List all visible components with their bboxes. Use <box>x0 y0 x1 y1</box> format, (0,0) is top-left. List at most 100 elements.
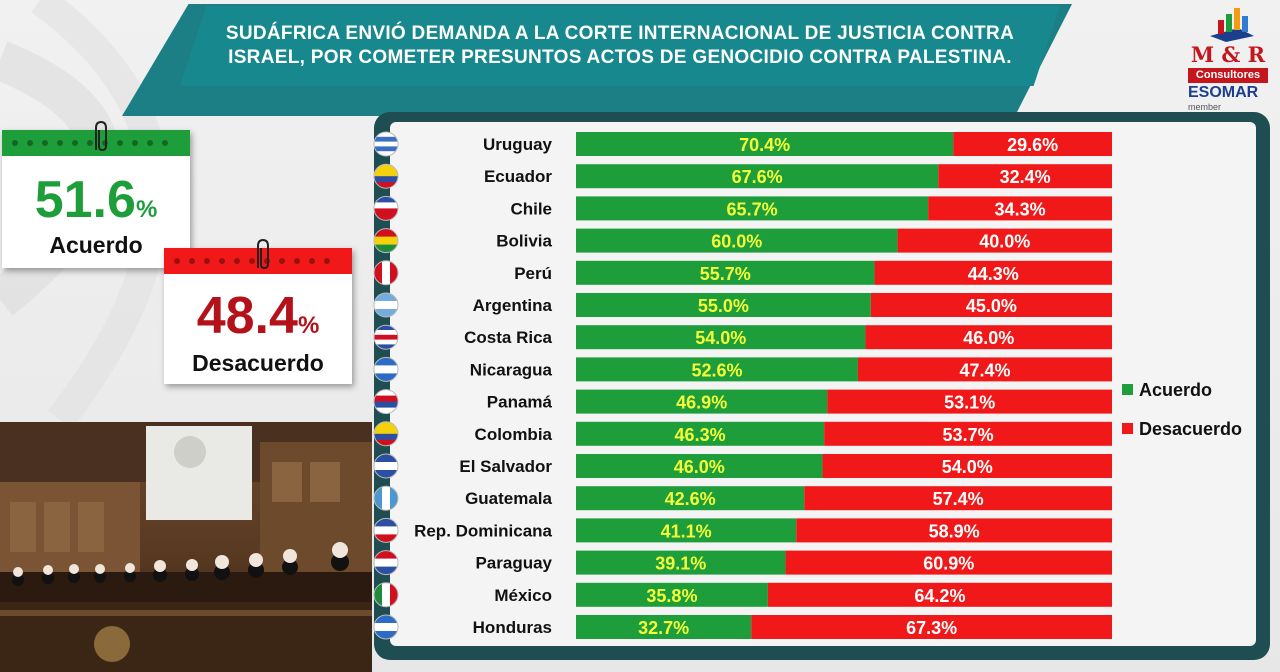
data-label-acuerdo: 35.8% <box>646 586 697 606</box>
data-label-acuerdo: 60.0% <box>711 232 762 252</box>
data-label-acuerdo: 39.1% <box>655 554 706 574</box>
data-label-acuerdo: 55.7% <box>700 264 751 284</box>
country-label: México <box>494 586 552 605</box>
bar-desacuerdo <box>751 615 1112 639</box>
data-label-desacuerdo: 32.4% <box>1000 167 1051 187</box>
country-label: Honduras <box>473 618 552 637</box>
disagree-value: 48.4% <box>196 287 320 345</box>
country-label: Nicaragua <box>470 360 553 379</box>
bar-desacuerdo <box>953 132 1112 156</box>
company-logo: M & R Consultores ESOMAR member <box>1182 2 1274 112</box>
country-label: Perú <box>514 264 552 283</box>
data-label-desacuerdo: 46.0% <box>963 328 1014 348</box>
bar-desacuerdo <box>874 260 1112 285</box>
data-label-desacuerdo: 29.6% <box>1007 135 1058 155</box>
legend-swatch <box>1122 384 1133 395</box>
data-label-desacuerdo: 60.9% <box>923 554 974 574</box>
agree-summary-card: 51.6% Acuerdo <box>2 120 190 268</box>
bar-acuerdo <box>576 550 786 575</box>
data-label-desacuerdo: 64.2% <box>914 586 965 606</box>
title-banner: SUDÁFRICA ENVIÓ DEMANDA A LA CORTE INTER… <box>180 6 1060 86</box>
country-label: Guatemala <box>465 489 552 508</box>
paraguay-flag-icon <box>373 550 399 576</box>
country-label: Panamá <box>487 393 553 412</box>
bar-desacuerdo <box>928 196 1112 221</box>
data-label-desacuerdo: 67.3% <box>906 618 957 638</box>
logo-association: ESOMAR <box>1188 84 1259 101</box>
paperclip-icon <box>257 238 269 270</box>
guatemala-flag-icon <box>373 485 399 511</box>
honduras-flag-icon <box>373 614 399 640</box>
bar-desacuerdo <box>870 293 1112 317</box>
panama-flag-icon <box>373 389 399 415</box>
agree-label: Acuerdo <box>49 232 143 258</box>
bar-desacuerdo <box>865 325 1112 350</box>
bar-acuerdo <box>576 486 805 511</box>
data-label-acuerdo: 46.9% <box>676 393 727 413</box>
country-label: Argentina <box>473 296 553 315</box>
bar-desacuerdo <box>857 357 1112 382</box>
bar-acuerdo <box>576 454 823 478</box>
country-label: Bolivia <box>496 232 552 251</box>
court-photo-illustration <box>0 422 372 672</box>
bar-desacuerdo <box>824 421 1112 446</box>
data-label-desacuerdo: 58.9% <box>929 521 980 541</box>
data-label-desacuerdo: 47.4% <box>959 360 1010 380</box>
nicaragua-flag-icon <box>373 356 399 382</box>
country-label: El Salvador <box>459 457 552 476</box>
country-label: Colombia <box>475 425 553 444</box>
bar-acuerdo <box>576 325 866 350</box>
bar-chart-logo-icon <box>1210 8 1254 42</box>
data-label-acuerdo: 55.0% <box>698 296 749 316</box>
data-label-acuerdo: 41.1% <box>661 521 712 541</box>
data-label-acuerdo: 52.6% <box>691 360 742 380</box>
bar-acuerdo <box>576 293 871 317</box>
bar-desacuerdo <box>827 389 1112 414</box>
legend-swatch <box>1122 423 1133 434</box>
bar-acuerdo <box>576 389 828 414</box>
data-label-acuerdo: 46.3% <box>675 425 726 445</box>
dominican-republic-flag-icon <box>373 517 399 543</box>
bolivia-flag-icon <box>373 228 399 254</box>
data-label-acuerdo: 32.7% <box>638 618 689 638</box>
legend-entry: Acuerdo <box>1139 380 1212 400</box>
court-photo <box>0 422 372 672</box>
flags-layer <box>373 131 399 640</box>
bars-layer <box>576 132 1112 639</box>
bar-acuerdo <box>576 132 954 156</box>
data-label-desacuerdo: 57.4% <box>933 489 984 509</box>
costa-rica-flag-icon <box>373 324 399 350</box>
bar-desacuerdo <box>796 518 1112 543</box>
data-label-acuerdo: 42.6% <box>665 489 716 509</box>
bar-desacuerdo <box>767 582 1112 607</box>
argentina-flag-icon <box>373 292 399 318</box>
data-label-desacuerdo: 34.3% <box>995 199 1046 219</box>
data-label-desacuerdo: 53.7% <box>943 425 994 445</box>
logo-association-tag: member <box>1188 102 1222 112</box>
value-labels-layer: 70.4% 29.6% 67.6% 32.4% 65.7% 34.3% 60.0% 40.0%… <box>638 135 1058 638</box>
data-label-acuerdo: 54.0% <box>695 328 746 348</box>
bar-desacuerdo <box>804 486 1112 511</box>
title-line-1: SUDÁFRICA ENVIÓ DEMANDA A LA CORTE INTER… <box>225 23 1015 44</box>
data-label-acuerdo: 70.4% <box>739 135 790 155</box>
data-label-desacuerdo: 44.3% <box>968 264 1019 284</box>
bar-acuerdo <box>576 615 752 639</box>
disagree-summary-card: 48.4% Desacuerdo <box>164 238 352 384</box>
bar-acuerdo <box>576 196 929 221</box>
colombia-flag-icon <box>373 421 399 447</box>
country-label: Ecuador <box>484 167 552 186</box>
country-label: Rep. Dominicana <box>414 521 552 540</box>
uruguay-flag-icon <box>373 131 399 157</box>
card-dots <box>174 258 330 264</box>
bar-acuerdo <box>576 164 939 189</box>
data-label-desacuerdo: 40.0% <box>979 232 1030 252</box>
data-label-acuerdo: 46.0% <box>674 457 725 477</box>
disagree-label: Desacuerdo <box>192 350 324 376</box>
el-salvador-flag-icon <box>373 453 399 479</box>
data-label-desacuerdo: 53.1% <box>944 393 995 413</box>
bar-desacuerdo <box>785 550 1112 575</box>
logo-brand: M & R <box>1190 42 1266 67</box>
bar-acuerdo <box>576 357 858 382</box>
bar-acuerdo <box>576 582 768 607</box>
